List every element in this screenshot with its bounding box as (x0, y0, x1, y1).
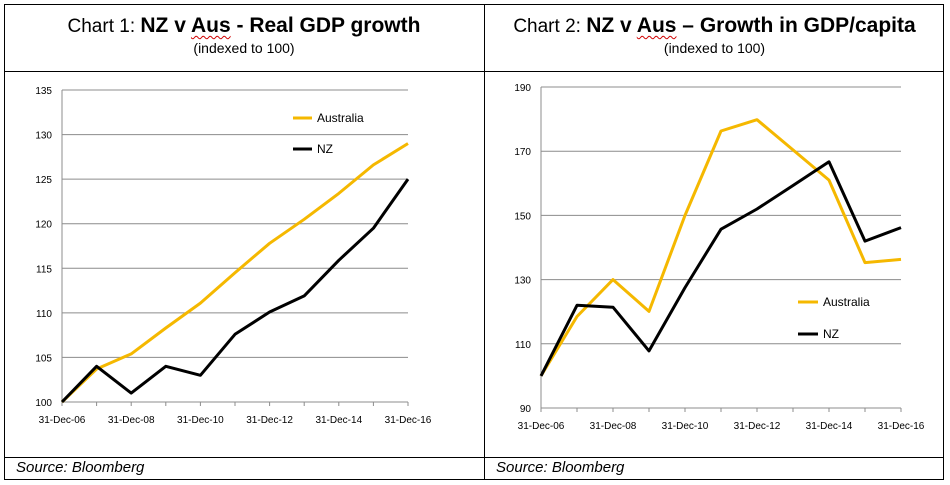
chart-1-subtitle: (indexed to 100) (193, 40, 295, 56)
chart-1-source: Source: Bloomberg (16, 459, 145, 476)
table-frame (4, 4, 944, 480)
chart-2-x-tick-label: 31-Dec-10 (662, 421, 709, 432)
chart-1-x-tick-label: 31-Dec-12 (246, 415, 293, 426)
chart-2-header: Chart 2: NZ v Aus – Growth in GDP/capita… (485, 14, 944, 56)
chart-2-series-nz (539, 160, 902, 377)
chart-1-y-tick-label: 115 (36, 264, 52, 275)
chart-1-x-tick-label: 31-Dec-08 (108, 415, 155, 426)
chart-2-subtitle: (indexed to 100) (663, 40, 766, 56)
chart-2-y-tick-label: 170 (514, 147, 531, 158)
chart-1-series-nz (60, 178, 410, 404)
chart-2-series-australia (539, 118, 902, 377)
chart-1-legend-label-australia: Australia (317, 111, 364, 125)
chart-1-x-tick-label: 31-Dec-16 (385, 415, 432, 426)
chart-2-y-tick-label: 150 (514, 211, 531, 222)
chart-1-title: Chart 1: NZ v Aus - Real GDP growth (67, 14, 421, 37)
chart-2-y-tick-label: 110 (515, 340, 531, 351)
chart-1-y-tick-label: 125 (35, 175, 52, 186)
chart-2-legend-label-australia: Australia (823, 295, 870, 309)
chart-1-x-tick-label: 31-Dec-06 (39, 415, 86, 426)
source-row-divider (4, 457, 944, 458)
chart-1-y-tick-label: 100 (35, 398, 52, 409)
chart-2-x-tick-label: 31-Dec-12 (734, 421, 781, 432)
chart-2-title: Chart 2: NZ v Aus – Growth in GDP/capita (513, 14, 916, 37)
chart-1-x-tick-label: 31-Dec-14 (315, 415, 362, 426)
chart-1-legend-label-nz: NZ (317, 142, 333, 156)
chart-1-y-tick-label: 120 (35, 220, 52, 231)
chart-2-x-tick-label: 31-Dec-14 (806, 421, 853, 432)
chart-2-x-tick-label: 31-Dec-16 (878, 421, 925, 432)
chart-2-source: Source: Bloomberg (496, 459, 625, 476)
chart-2-y-tick-label: 190 (514, 83, 531, 94)
column-divider (484, 4, 485, 480)
chart-2-y-tick-label: 90 (520, 404, 532, 415)
chart-1-y-tick-label: 130 (35, 131, 52, 142)
chart-2-x-tick-label: 31-Dec-06 (518, 421, 565, 432)
chart-1-y-tick-label: 135 (35, 86, 52, 97)
chart-2-x-tick-label: 31-Dec-08 (590, 421, 637, 432)
chart-2-legend-label-nz: NZ (823, 327, 839, 341)
chart-1-header: Chart 1: NZ v Aus - Real GDP growth (ind… (4, 14, 484, 56)
chart-2-y-tick-label: 130 (514, 276, 531, 287)
chart-1-y-tick-label: 110 (36, 309, 52, 320)
chart-1-y-tick-label: 105 (35, 353, 52, 364)
chart-1-series-australia (60, 142, 409, 404)
chart-1-x-tick-label: 31-Dec-10 (177, 415, 224, 426)
title-row-divider (4, 71, 944, 72)
